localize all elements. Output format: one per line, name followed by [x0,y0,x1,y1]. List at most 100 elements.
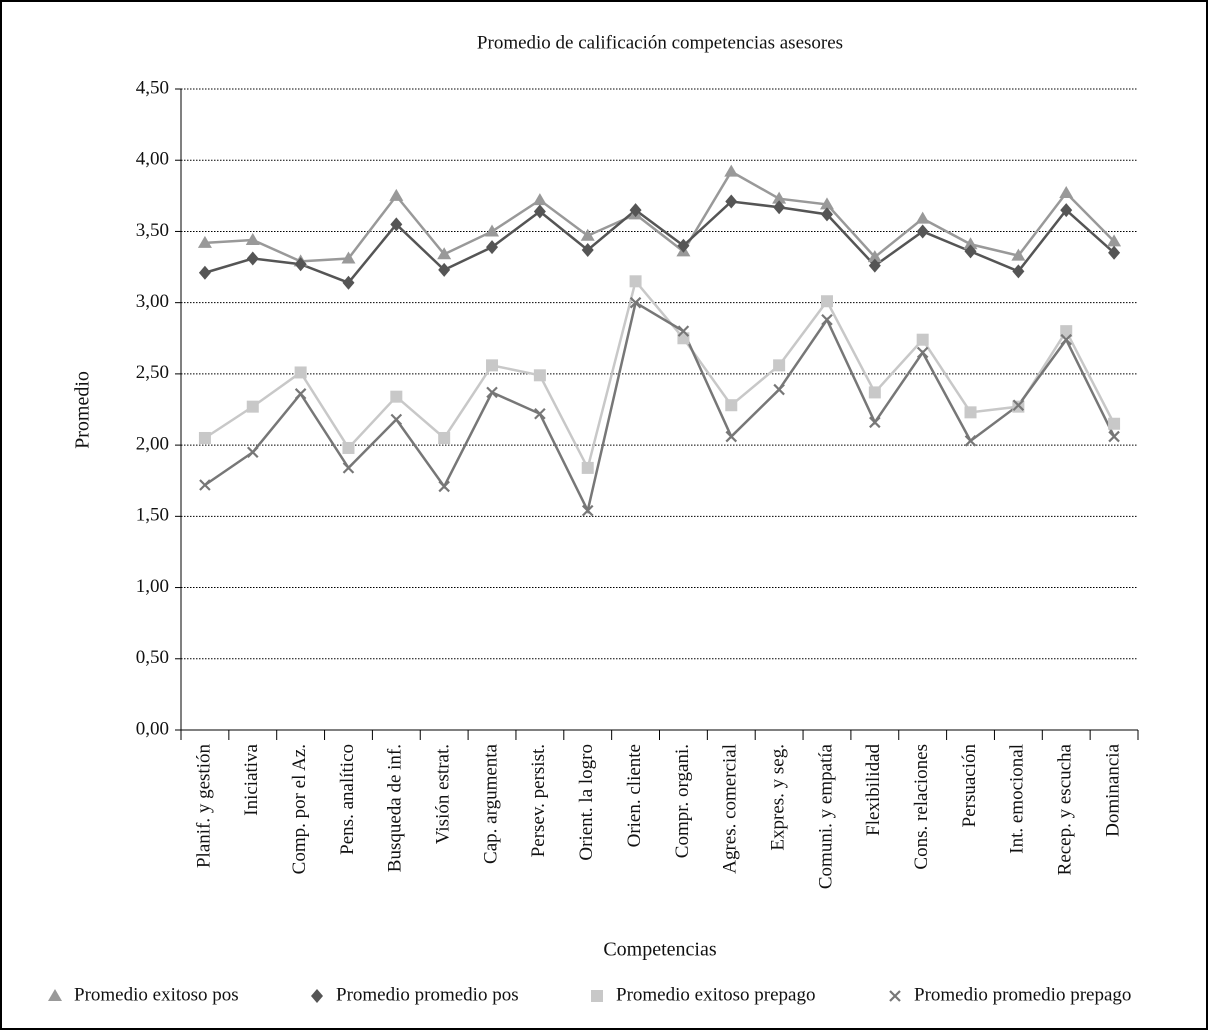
legend-marker [311,989,323,1003]
legend-label: Promedio promedio prepago [914,984,1131,1005]
data-point [725,194,738,209]
data-point [294,257,307,272]
data-point [963,237,978,250]
y-tick-label: 2,50 [136,362,169,383]
data-point [820,295,833,308]
legend-item: Promedio promedio pos [311,984,519,1005]
data-point [916,333,929,346]
y-tick-label: 1,50 [136,505,169,526]
data-point [964,406,977,419]
x-tick-label: Comp. por el Az. [289,744,310,874]
data-point [629,275,642,288]
data-point [533,369,546,382]
y-tick-label: 2,00 [136,433,169,454]
x-tick-label: Comuni. y empatía [815,743,836,889]
legend-marker [889,990,901,1002]
data-point [773,383,785,396]
x-tick-label: Iniciativa [241,743,262,815]
data-point [342,462,355,474]
data-point [724,164,739,177]
data-point [1108,430,1120,443]
data-point [390,413,403,426]
data-point [868,258,881,273]
data-point [725,430,738,443]
data-point [868,386,881,399]
data-point [915,211,930,224]
data-point [534,407,546,420]
data-point [390,217,403,232]
data-point [437,247,452,260]
data-point [198,431,211,444]
data-point [964,244,977,259]
data-point [246,446,259,459]
legend-item: Promedio exitoso pos [48,984,239,1005]
legend-label: Promedio exitoso pos [74,984,239,1005]
series-line [204,300,1116,515]
y-tick-label: 3,50 [136,220,169,241]
x-tick-label: Visión estrat. [433,744,454,844]
y-tick-label: 3,00 [136,291,169,312]
legend-label: Promedio promedio pos [336,984,519,1005]
data-point [1011,248,1026,261]
x-tick-label: Orient. la logro [576,744,597,861]
data-point [198,265,211,280]
data-point [486,386,498,399]
series-line [204,200,1115,285]
y-tick-label: 4,50 [136,77,169,98]
data-point [773,359,786,372]
data-point [1060,203,1073,218]
data-point [485,224,500,237]
data-point [1012,264,1025,279]
x-tick-label: Pens. analítico [337,744,358,855]
data-point [916,346,929,359]
x-tick-label: Cap. argumenta [480,743,501,864]
data-point [245,232,260,245]
x-tick-label: Dominancia [1102,743,1123,836]
data-point [1108,245,1121,260]
series-line [204,169,1115,263]
data-point [390,390,403,403]
data-point [342,441,355,454]
x-axis-title: Competencias [603,939,717,961]
data-point [1108,417,1121,430]
data-point [197,235,212,248]
data-point [773,200,786,215]
legend-label: Promedio exitoso prepago [616,984,815,1005]
x-tick-label: Cons. relaciones [911,744,932,870]
data-point [581,504,594,517]
data-point [486,240,499,255]
data-point [581,242,594,257]
data-point [820,207,833,222]
data-point [867,250,882,263]
x-tick-label: Agres. comercial [720,744,741,874]
legend-item: Promedio promedio prepago [889,984,1131,1005]
data-point [869,416,881,429]
chart-title: Promedio de calificación competencias as… [477,32,843,53]
x-tick-label: Orien. cliente [624,744,645,847]
data-point [629,296,642,309]
data-point [1107,234,1122,247]
data-point [389,188,404,201]
data-point [294,388,307,400]
data-point [438,480,450,493]
data-point [341,251,356,264]
data-point [1059,185,1074,198]
data-point [677,325,690,337]
legend-item: Promedio exitoso prepago [591,984,815,1005]
series-line [204,278,1116,472]
data-point [916,224,929,239]
y-tick-label: 1,00 [136,576,169,597]
data-point [438,262,451,277]
x-tick-label: Persev. persist. [528,744,549,857]
x-tick-label: Planif. y gestión [193,744,214,869]
data-point [581,461,594,474]
x-tick-label: Recep. y escucha [1055,743,1076,875]
y-axis-title: Promedio [72,371,94,449]
data-point [677,238,690,253]
data-point [533,204,546,219]
legend-marker [48,989,62,1001]
y-tick-label: 0,50 [136,647,169,668]
y-tick-label: 0,00 [136,718,169,739]
